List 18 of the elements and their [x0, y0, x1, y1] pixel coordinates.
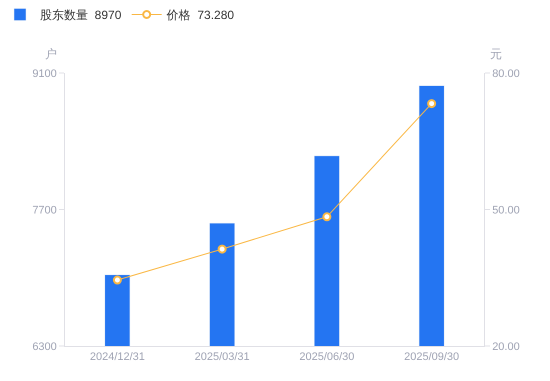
legend-label: 股东数量 8970 — [40, 8, 122, 22]
x-tick-label: 2025/03/31 — [194, 351, 250, 364]
y2-tick-label: 20.00 — [492, 340, 520, 353]
x-tick-label: 2025/06/30 — [299, 351, 354, 364]
x-tick-label: 2025/09/30 — [404, 351, 460, 364]
point — [218, 244, 227, 254]
y-tick-label: 7700 — [32, 204, 57, 216]
point — [112, 276, 122, 285]
x-tick-label: 2024/12/31 — [90, 351, 145, 364]
y2-tick-label: 80.00 — [492, 68, 520, 80]
y2-tick-label: 50.00 — [492, 204, 520, 216]
y2-axis-title: 元 — [490, 47, 502, 61]
y-tick-label: 6300 — [32, 340, 57, 353]
point — [322, 212, 332, 222]
point — [427, 99, 436, 108]
y-tick-label: 9100 — [32, 68, 57, 80]
legend-label: 价格 73.280 — [166, 8, 234, 22]
y-axis-title: 户 — [45, 47, 57, 61]
